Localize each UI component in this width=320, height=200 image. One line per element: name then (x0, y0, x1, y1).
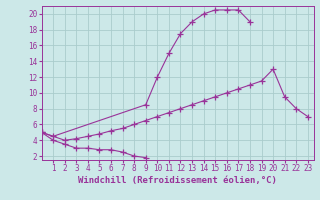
X-axis label: Windchill (Refroidissement éolien,°C): Windchill (Refroidissement éolien,°C) (78, 176, 277, 185)
